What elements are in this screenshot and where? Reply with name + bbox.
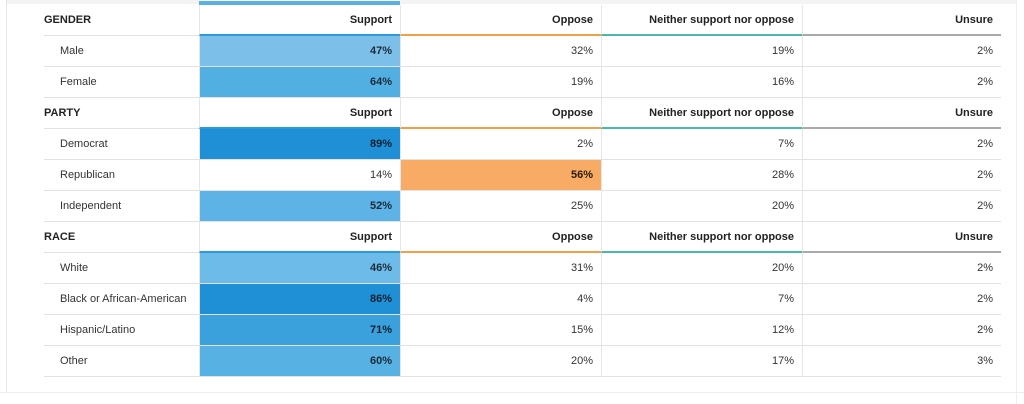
- oppose-cell: 56%: [400, 160, 601, 191]
- group-header-party: PARTY Support Oppose Neither support nor…: [44, 98, 1001, 129]
- neither-cell: 7%: [601, 284, 802, 315]
- row-label: Independent: [44, 191, 199, 222]
- support-cell: 47%: [199, 36, 400, 67]
- table-row: Hispanic/Latino 71% 15% 12% 2%: [44, 315, 1001, 346]
- support-cell: 64%: [199, 67, 400, 98]
- row-label: Republican: [44, 160, 199, 191]
- neither-cell: 12%: [601, 315, 802, 346]
- oppose-cell: 25%: [400, 191, 601, 222]
- crosstab-table: GENDER Support Oppose Neither support no…: [44, 5, 1001, 377]
- column-header-neither[interactable]: Neither support nor oppose: [601, 98, 802, 129]
- table-row: White 46% 31% 20% 2%: [44, 253, 1001, 284]
- row-label: Black or African-American: [44, 284, 199, 315]
- support-cell: 52%: [199, 191, 400, 222]
- table-row: Other 60% 20% 17% 3%: [44, 346, 1001, 377]
- column-header-support[interactable]: Support: [199, 98, 400, 129]
- neither-cell: 17%: [601, 346, 802, 377]
- support-column-top-bar: [199, 1, 400, 5]
- unsure-cell: 2%: [802, 36, 1001, 67]
- support-cell: 71%: [199, 315, 400, 346]
- row-label: Female: [44, 67, 199, 98]
- unsure-cell: 3%: [802, 346, 1001, 377]
- unsure-cell: 2%: [802, 191, 1001, 222]
- neither-cell: 16%: [601, 67, 802, 98]
- column-header-support[interactable]: Support: [199, 222, 400, 253]
- oppose-cell: 20%: [400, 346, 601, 377]
- unsure-cell: 2%: [802, 284, 1001, 315]
- row-label: Other: [44, 346, 199, 377]
- group-header-race: RACE Support Oppose Neither support nor …: [44, 222, 1001, 253]
- unsure-cell: 2%: [802, 67, 1001, 98]
- frame-right-border: [1016, 0, 1017, 404]
- group-title: PARTY: [44, 98, 199, 129]
- column-header-unsure[interactable]: Unsure: [802, 98, 1001, 129]
- frame-left-border: [6, 0, 7, 392]
- neither-cell: 28%: [601, 160, 802, 191]
- table-row: Black or African-American 86% 4% 7% 2%: [44, 284, 1001, 315]
- column-header-support[interactable]: Support: [199, 5, 400, 36]
- support-cell: 60%: [199, 346, 400, 377]
- oppose-cell: 32%: [400, 36, 601, 67]
- group-header-gender: GENDER Support Oppose Neither support no…: [44, 5, 1001, 36]
- support-cell: 46%: [199, 253, 400, 284]
- column-header-unsure[interactable]: Unsure: [802, 222, 1001, 253]
- oppose-cell: 31%: [400, 253, 601, 284]
- row-label: Hispanic/Latino: [44, 315, 199, 346]
- unsure-cell: 2%: [802, 315, 1001, 346]
- neither-cell: 19%: [601, 36, 802, 67]
- row-label: White: [44, 253, 199, 284]
- oppose-cell: 15%: [400, 315, 601, 346]
- column-header-neither[interactable]: Neither support nor oppose: [601, 222, 802, 253]
- table-row: Democrat 89% 2% 7% 2%: [44, 129, 1001, 160]
- unsure-cell: 2%: [802, 129, 1001, 160]
- unsure-cell: 2%: [802, 253, 1001, 284]
- column-header-unsure[interactable]: Unsure: [802, 5, 1001, 36]
- support-cell: 89%: [199, 129, 400, 160]
- table-row: Female 64% 19% 16% 2%: [44, 67, 1001, 98]
- group-title: GENDER: [44, 5, 199, 36]
- neither-cell: 20%: [601, 253, 802, 284]
- oppose-cell: 2%: [400, 129, 601, 160]
- column-header-oppose[interactable]: Oppose: [400, 98, 601, 129]
- column-header-neither[interactable]: Neither support nor oppose: [601, 5, 802, 36]
- scroll-edge-top: [6, 0, 1016, 4]
- oppose-cell: 4%: [400, 284, 601, 315]
- support-cell: 86%: [199, 284, 400, 315]
- support-cell: 14%: [199, 160, 400, 191]
- neither-cell: 7%: [601, 129, 802, 160]
- oppose-cell: 19%: [400, 67, 601, 98]
- unsure-cell: 2%: [802, 160, 1001, 191]
- row-label: Male: [44, 36, 199, 67]
- neither-cell: 20%: [601, 191, 802, 222]
- table-row: Independent 52% 25% 20% 2%: [44, 191, 1001, 222]
- frame-bottom-border: [0, 392, 1024, 393]
- row-label: Democrat: [44, 129, 199, 160]
- column-header-oppose[interactable]: Oppose: [400, 222, 601, 253]
- table-row: Male 47% 32% 19% 2%: [44, 36, 1001, 67]
- column-header-oppose[interactable]: Oppose: [400, 5, 601, 36]
- table-row: Republican 14% 56% 28% 2%: [44, 160, 1001, 191]
- group-title: RACE: [44, 222, 199, 253]
